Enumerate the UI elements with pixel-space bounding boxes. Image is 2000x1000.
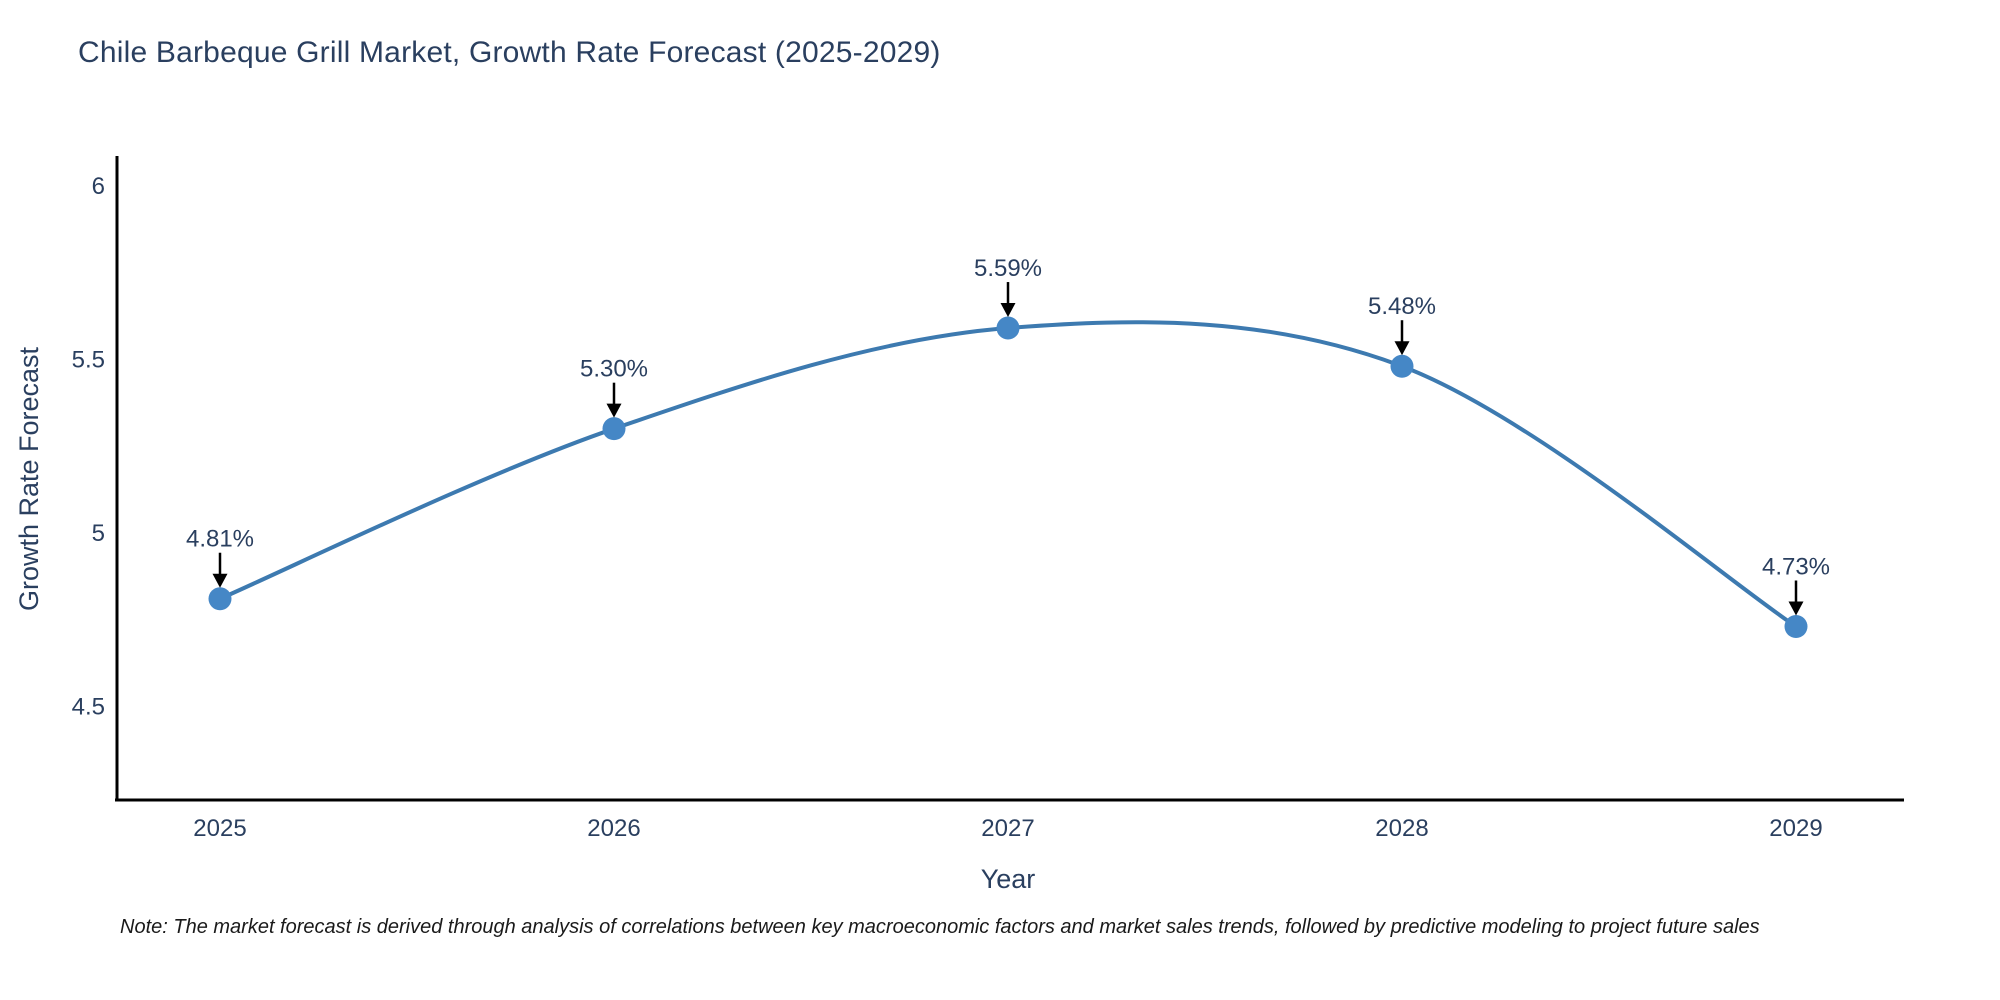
annotation-arrow-head — [1394, 341, 1410, 356]
data-point-label: 5.30% — [580, 356, 648, 383]
x-tick-2028: 2028 — [1375, 815, 1428, 842]
x-axis-title: Year — [981, 864, 1036, 894]
data-point-label: 5.48% — [1368, 293, 1436, 320]
data-point-marker-2026[interactable] — [602, 417, 626, 441]
x-tick-2025: 2025 — [193, 815, 246, 842]
axes-layer: 4.5 5 5.5 6 2025 2026 2027 2028 2029 — [72, 156, 1904, 842]
data-point-marker-2029[interactable] — [1784, 614, 1808, 638]
data-point-marker-2027[interactable] — [996, 316, 1020, 340]
data-point-label: 4.81% — [186, 526, 254, 553]
y-axis-title: Growth Rate Forecast — [14, 346, 44, 611]
data-point-label: 5.59% — [974, 255, 1042, 282]
annotation-2029: 4.73% — [1762, 553, 1830, 616]
chart-title: Chile Barbeque Grill Market, Growth Rate… — [78, 36, 941, 69]
annotations-layer: 4.81% 5.30% 5.59% 5.48% 4.73% — [186, 255, 1830, 616]
annotation-2027: 5.59% — [974, 255, 1042, 318]
y-tick-5.5: 5.5 — [72, 346, 105, 373]
y-tick-4.5: 4.5 — [72, 693, 105, 720]
x-tick-2027: 2027 — [981, 815, 1034, 842]
data-point-marker-2028[interactable] — [1390, 354, 1414, 378]
y-tick-6: 6 — [92, 173, 105, 200]
annotation-2026: 5.30% — [580, 356, 648, 418]
footer-note: Note: The market forecast is derived thr… — [120, 916, 1760, 938]
x-tick-2026: 2026 — [587, 815, 640, 842]
annotation-arrow-head — [1788, 601, 1804, 616]
x-tick-2029: 2029 — [1769, 815, 1822, 842]
growth-rate-line — [218, 320, 1798, 629]
data-point-marker-2025[interactable] — [208, 587, 232, 611]
series-layer — [208, 316, 1808, 638]
annotation-arrow-head — [1000, 303, 1016, 318]
annotation-arrow-head — [212, 573, 228, 588]
annotation-2025: 4.81% — [186, 526, 254, 588]
annotation-2028: 5.48% — [1368, 293, 1436, 356]
annotation-arrow-head — [606, 403, 622, 418]
y-tick-5: 5 — [92, 520, 105, 547]
data-point-label: 4.73% — [1762, 553, 1830, 580]
